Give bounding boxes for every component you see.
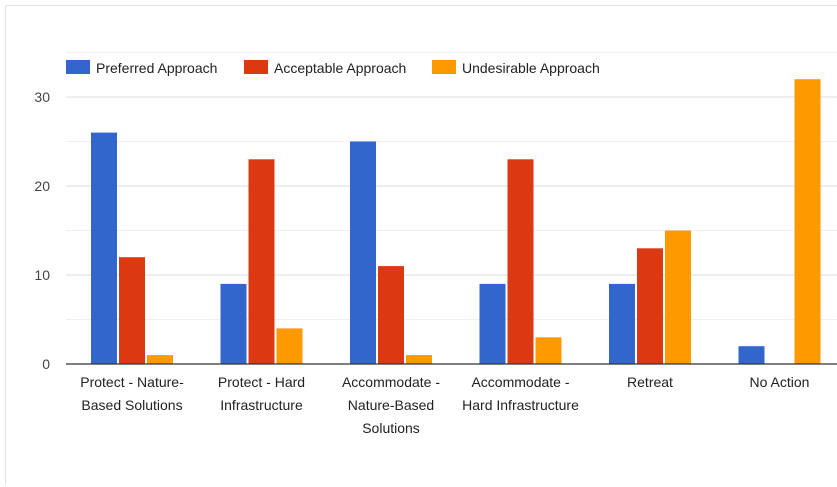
bar[interactable] bbox=[637, 248, 663, 364]
bar[interactable] bbox=[535, 337, 562, 364]
bar[interactable] bbox=[794, 79, 821, 364]
bar[interactable] bbox=[738, 346, 765, 364]
bar[interactable] bbox=[147, 355, 173, 364]
y-tick-label: 10 bbox=[34, 267, 50, 283]
legend-label[interactable]: Preferred Approach bbox=[96, 60, 217, 76]
bar[interactable] bbox=[479, 283, 506, 364]
bar[interactable] bbox=[91, 132, 117, 364]
category-label: Accommodate - bbox=[471, 374, 569, 390]
bar[interactable] bbox=[350, 141, 376, 365]
legend-swatch[interactable] bbox=[244, 60, 268, 74]
category-label: Protect - Hard bbox=[218, 374, 305, 390]
bar[interactable] bbox=[378, 266, 404, 364]
category-label: Nature-Based bbox=[348, 397, 434, 413]
bar[interactable] bbox=[507, 159, 534, 364]
category-label: Hard Infrastructure bbox=[462, 397, 579, 413]
y-tick-label: 0 bbox=[42, 356, 50, 372]
legend-label[interactable]: Undesirable Approach bbox=[462, 60, 600, 76]
category-label: Accommodate - bbox=[342, 374, 440, 390]
bar[interactable] bbox=[248, 159, 275, 364]
bar[interactable] bbox=[220, 283, 247, 364]
legend-swatch[interactable] bbox=[66, 60, 90, 74]
category-label: Infrastructure bbox=[220, 397, 303, 413]
y-tick-label: 30 bbox=[34, 89, 50, 105]
bar[interactable] bbox=[119, 257, 145, 364]
category-label: Retreat bbox=[627, 374, 673, 390]
category-label: No Action bbox=[750, 374, 810, 390]
legend-swatch[interactable] bbox=[432, 60, 456, 74]
y-tick-label: 20 bbox=[34, 178, 50, 194]
category-label: Protect - Nature- bbox=[80, 374, 184, 390]
chart-frame bbox=[5, 5, 837, 485]
category-label: Solutions bbox=[362, 420, 420, 436]
bar[interactable] bbox=[665, 230, 691, 365]
category-label: Based Solutions bbox=[81, 397, 182, 413]
bar[interactable] bbox=[276, 328, 303, 364]
bar[interactable] bbox=[406, 355, 432, 364]
legend-label[interactable]: Acceptable Approach bbox=[274, 60, 406, 76]
bar[interactable] bbox=[609, 283, 635, 364]
